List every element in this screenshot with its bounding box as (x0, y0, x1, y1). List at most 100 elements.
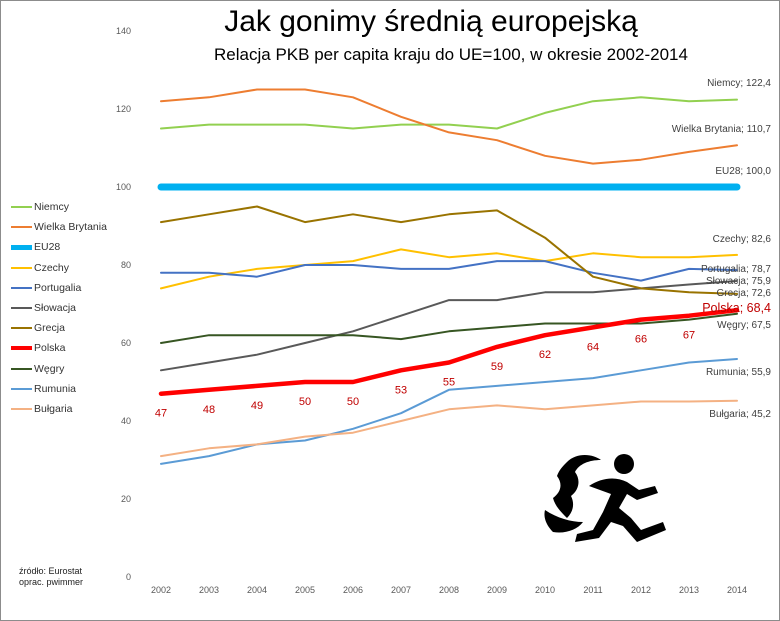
legend-label: Słowacja (34, 302, 77, 315)
legend-item: Wielka Brytania (11, 217, 107, 237)
legend-item: Węgry (11, 359, 107, 379)
x-tick-label: 2014 (727, 585, 747, 595)
series-line-slowacja (160, 280, 738, 372)
legend-swatch (11, 367, 32, 370)
end-label: Polska; 68,4 (702, 301, 771, 315)
legend-label: Wielka Brytania (34, 221, 107, 234)
x-tick-label: 2005 (295, 585, 315, 595)
legend-label: Bułgaria (34, 402, 73, 415)
series-lines (157, 88, 741, 465)
data-label-polska: 47 (155, 408, 167, 420)
y-tick-label: 60 (121, 338, 131, 348)
end-label: Wielka Brytania; 110,7 (672, 124, 772, 135)
series-line-wielka-brytania (160, 88, 738, 165)
x-tick-label: 2004 (247, 585, 267, 595)
y-tick-label: 100 (116, 182, 131, 192)
legend-swatch (11, 244, 32, 250)
x-tick-label: 2008 (439, 585, 459, 595)
x-tick-label: 2007 (391, 585, 411, 595)
legend-item: Czechy (11, 258, 107, 278)
legend-label: Węgry (34, 362, 65, 375)
end-label: EU28; 100,0 (715, 166, 771, 177)
legend-label: Niemcy (34, 201, 70, 214)
end-label: Portugalia; 78,7 (701, 264, 771, 275)
legend-swatch (11, 226, 32, 229)
legend-item: EU28 (11, 237, 107, 257)
y-tick-label: 140 (116, 26, 131, 36)
data-label-polska: 64 (587, 341, 599, 353)
end-labels: Niemcy; 122,4 Wielka Brytania; 110,7 EU28;… (672, 78, 772, 420)
end-label: Niemcy; 122,4 (707, 78, 771, 89)
y-tick-label: 40 (121, 416, 131, 426)
x-tick-label: 2006 (343, 585, 363, 595)
data-labels: 47 48 49 50 50 53 55 59 62 64 66 67 (155, 330, 695, 420)
legend-swatch (11, 387, 32, 390)
data-label-polska: 59 (491, 361, 503, 373)
legend-label: Rumunia (34, 382, 77, 395)
legend-label: Polska (34, 342, 66, 355)
y-axis: 0 20 40 60 80 100 120 140 (116, 26, 131, 582)
x-axis: 2002 2003 2004 2005 2006 2007 2008 2009 2010 2011… (151, 585, 747, 595)
legend-item: Rumunia (11, 379, 107, 399)
source-line: źródło: Eurostat (19, 566, 83, 576)
y-tick-label: 120 (116, 104, 131, 114)
y-tick-label: 20 (121, 494, 131, 504)
series-line-grecja (160, 205, 738, 295)
end-label: Czechy; 82,6 (713, 234, 772, 245)
data-label-polska: 50 (347, 396, 359, 408)
chart-subtitle: Relacja PKB per capita kraju do UE=100, … (214, 45, 688, 64)
legend-swatch (11, 407, 32, 410)
legend-swatch (11, 307, 32, 310)
end-label: Węgry; 67,5 (717, 320, 771, 331)
legend-swatch (11, 206, 32, 209)
x-tick-label: 2009 (487, 585, 507, 595)
data-label-polska: 66 (635, 334, 647, 346)
legend-swatch (11, 346, 32, 351)
source-note: źródło: Eurostat oprac. pwimmer (19, 566, 83, 588)
data-label-polska: 53 (395, 384, 407, 396)
legend-swatch (11, 266, 32, 269)
data-label-polska: 48 (203, 404, 215, 416)
author-line: oprac. pwimmer (19, 577, 84, 587)
legend-item: Niemcy (11, 197, 107, 217)
x-tick-label: 2003 (199, 585, 219, 595)
x-tick-label: 2011 (583, 585, 602, 595)
series-line-portugalia (160, 260, 738, 282)
legend-label: EU28 (34, 241, 61, 254)
x-tick-label: 2010 (535, 585, 555, 595)
runner-icon (544, 454, 666, 542)
x-tick-label: 2012 (631, 585, 651, 595)
series-line-wegry (160, 312, 738, 344)
legend-item: Grecja (11, 318, 107, 338)
legend-item: Słowacja (11, 298, 107, 318)
legend-swatch (11, 286, 32, 289)
series-line-czechy (160, 248, 738, 290)
end-label: Grecja; 72,6 (717, 288, 772, 299)
legend-label: Czechy (34, 261, 70, 274)
legend-label: Portugalia (34, 281, 82, 294)
data-label-polska: 50 (299, 396, 311, 408)
data-label-polska: 67 (683, 330, 695, 342)
series-line-niemcy (160, 96, 738, 130)
end-label: Słowacja; 75,9 (706, 276, 771, 287)
y-tick-label: 0 (126, 572, 131, 582)
chart-title: Jak gonimy średnią europejską (224, 5, 638, 38)
end-label: Bułgaria; 45,2 (709, 409, 771, 420)
legend-item: Bułgaria (11, 399, 107, 419)
data-label-polska: 62 (539, 349, 551, 361)
x-tick-label: 2002 (151, 585, 171, 595)
legend-item: Portugalia (11, 278, 107, 298)
legend-label: Grecja (34, 322, 65, 335)
end-label: Rumunia; 55,9 (706, 367, 771, 378)
data-label-polska: 55 (443, 377, 455, 389)
series-line-bulgaria (160, 399, 738, 458)
x-tick-label: 2013 (679, 585, 699, 595)
y-tick-label: 80 (121, 260, 131, 270)
data-label-polska: 49 (251, 400, 263, 412)
legend: Niemcy Wielka Brytania EU28 Czechy Portugali… (11, 197, 107, 419)
legend-swatch (11, 327, 32, 330)
series-line-polska (158, 307, 740, 396)
legend-item: Polska (11, 338, 107, 358)
